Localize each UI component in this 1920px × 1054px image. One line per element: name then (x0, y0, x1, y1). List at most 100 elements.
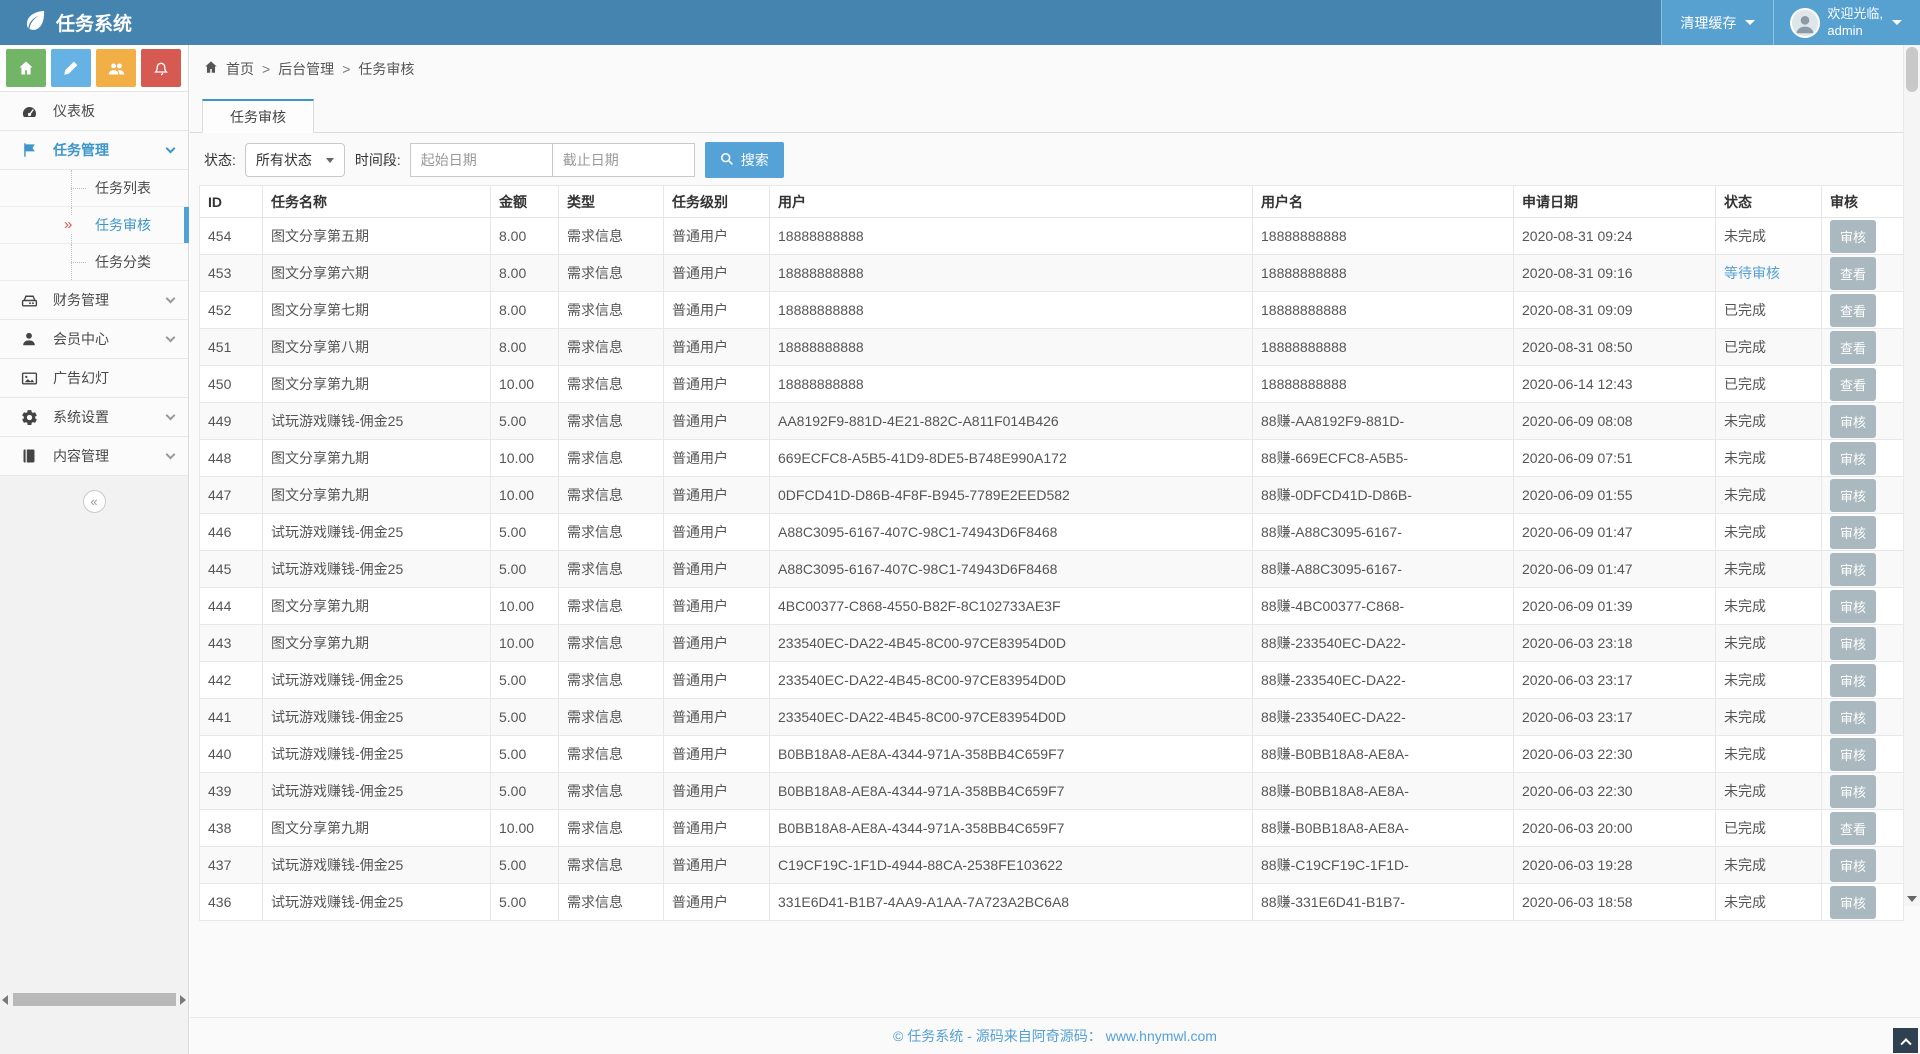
sidebar-item-content[interactable]: 内容管理 (0, 437, 188, 476)
avatar (1792, 9, 1819, 36)
sidebar-item-ad-slides[interactable]: 广告幻灯 (0, 359, 188, 398)
sidebar-item-label: 任务管理 (53, 142, 109, 158)
review-button[interactable]: 审核 (1830, 515, 1877, 549)
footer-link[interactable]: www.hnymwl.com (1105, 1028, 1217, 1044)
cell-type: 需求信息 (558, 476, 664, 514)
table-row: 445 试玩游戏赚钱-佣金25 5.00 需求信息 普通用户 A88C3095-6167-… (199, 550, 1904, 588)
page-footer: © 任务系统 - 源码来自阿奇源码： www.hnymwl.com (190, 1017, 1920, 1054)
cell-type: 需求信息 (558, 291, 664, 329)
back-to-top-button[interactable] (1893, 1028, 1918, 1053)
sidebar-item-task-category[interactable]: 任务分类 (0, 244, 188, 281)
cell-username: 18888888888 (1252, 291, 1514, 329)
column-header: 用户 (769, 185, 1253, 218)
start-date-input[interactable] (409, 143, 553, 177)
cell-id: 453 (199, 254, 263, 292)
cell-type: 需求信息 (558, 550, 664, 588)
sidebar-collapse-button[interactable]: « (82, 490, 106, 513)
search-button[interactable]: 搜索 (704, 142, 784, 178)
clear-cache-menu[interactable]: 清理缓存 (1661, 0, 1774, 45)
cell-action: 审核 (1821, 550, 1904, 588)
review-button[interactable]: 审核 (1830, 885, 1877, 919)
review-button[interactable]: 审核 (1830, 663, 1877, 697)
sidebar-item-finance[interactable]: 财务管理 (0, 281, 188, 320)
sidebar-item-task-list[interactable]: 任务列表 (0, 170, 188, 207)
breadcrumb-admin[interactable]: 后台管理 (278, 60, 335, 77)
cell-username: 88赚-A88C3095-6167- (1252, 513, 1514, 551)
review-button[interactable]: 审核 (1830, 478, 1877, 512)
view-button[interactable]: 查看 (1830, 330, 1877, 364)
home-shortcut-button[interactable] (6, 49, 46, 87)
vertical-scrollbar[interactable] (1903, 45, 1920, 906)
review-button[interactable]: 审核 (1830, 774, 1877, 808)
cell-level: 普通用户 (663, 698, 770, 736)
review-button[interactable]: 审核 (1830, 441, 1877, 475)
status-select[interactable]: 所有状态 (244, 143, 345, 177)
review-button[interactable]: 审核 (1830, 737, 1877, 771)
review-button[interactable]: 审核 (1830, 848, 1877, 882)
breadcrumb-current: 任务审核 (358, 60, 415, 77)
table-row: 452 图文分享第七期 8.00 需求信息 普通用户 18888888888 1888888… (199, 291, 1904, 329)
horizontal-scrollbar-thumb[interactable] (13, 993, 176, 1006)
breadcrumb-separator: > (262, 60, 271, 77)
cell-id: 450 (199, 365, 263, 403)
sidebar-item-task-management[interactable]: 任务管理 (0, 131, 188, 170)
sidebar-item-task-review[interactable]: » 任务审核 (0, 207, 189, 244)
review-button[interactable]: 审核 (1830, 626, 1877, 660)
cell-amount: 10.00 (490, 476, 559, 514)
chevron-down-icon (165, 449, 176, 459)
cell-id: 452 (199, 291, 263, 329)
cell-action: 审核 (1821, 624, 1904, 662)
cell-status: 未完成 (1715, 883, 1822, 921)
sidebar-item-dashboard[interactable]: 仪表板 (0, 92, 188, 131)
leaf-icon (24, 9, 46, 37)
search-button-label: 搜索 (740, 152, 769, 168)
review-button[interactable]: 审核 (1830, 404, 1877, 438)
scroll-down-arrow-icon[interactable] (1907, 896, 1917, 902)
review-button[interactable]: 审核 (1830, 589, 1877, 623)
cell-amount: 5.00 (490, 661, 559, 699)
cell-action: 查看 (1821, 365, 1904, 403)
scroll-right-arrow-icon[interactable] (180, 994, 186, 1005)
view-button[interactable]: 查看 (1830, 367, 1877, 401)
cell-user: 18888888888 (769, 254, 1253, 292)
view-button[interactable]: 查看 (1830, 811, 1877, 845)
users-shortcut-button[interactable] (96, 49, 136, 87)
sidebar-item-settings[interactable]: 系统设置 (0, 398, 188, 437)
breadcrumb-separator: > (342, 60, 351, 77)
review-button[interactable]: 审核 (1830, 552, 1877, 586)
clear-cache-label: 清理缓存 (1680, 14, 1737, 31)
breadcrumb-home[interactable]: 首页 (226, 60, 254, 77)
cell-action: 审核 (1821, 846, 1904, 884)
cell-level: 普通用户 (663, 735, 770, 773)
cell-username: 18888888888 (1252, 328, 1514, 366)
cell-id: 443 (199, 624, 263, 662)
sidebar-item-members[interactable]: 会员中心 (0, 320, 188, 359)
edit-shortcut-button[interactable] (51, 49, 91, 87)
user-menu[interactable]: 欢迎光临, admin (1773, 0, 1920, 45)
cell-username: 18888888888 (1252, 365, 1514, 403)
tree-line (71, 262, 86, 263)
scroll-left-arrow-icon[interactable] (2, 994, 8, 1005)
review-button[interactable]: 审核 (1830, 700, 1877, 734)
cell-type: 需求信息 (558, 661, 664, 699)
cell-amount: 8.00 (490, 291, 559, 329)
column-header: 状态 (1715, 185, 1822, 218)
end-date-input[interactable] (551, 143, 695, 177)
horizontal-scrollbar[interactable] (2, 992, 186, 1007)
cell-amount: 5.00 (490, 550, 559, 588)
cell-user: 233540EC-DA22-4B45-8C00-97CE83954D0D (769, 698, 1253, 736)
cell-name: 试玩游戏赚钱-佣金25 (262, 846, 491, 884)
tab-task-review[interactable]: 任务审核 (202, 99, 314, 133)
review-button[interactable]: 审核 (1830, 219, 1877, 253)
sidebar-item-label: 仪表板 (53, 103, 95, 119)
vertical-scrollbar-thumb[interactable] (1906, 47, 1918, 92)
cell-action: 审核 (1821, 587, 1904, 625)
cell-status: 未完成 (1715, 439, 1822, 477)
cell-status: 已完成 (1715, 365, 1822, 403)
bell-shortcut-button[interactable] (141, 49, 181, 87)
cell-type: 需求信息 (558, 328, 664, 366)
cell-level: 普通用户 (663, 513, 770, 551)
view-button[interactable]: 查看 (1830, 256, 1877, 290)
view-button[interactable]: 查看 (1830, 293, 1877, 327)
cell-date: 2020-06-09 07:51 (1513, 439, 1716, 477)
